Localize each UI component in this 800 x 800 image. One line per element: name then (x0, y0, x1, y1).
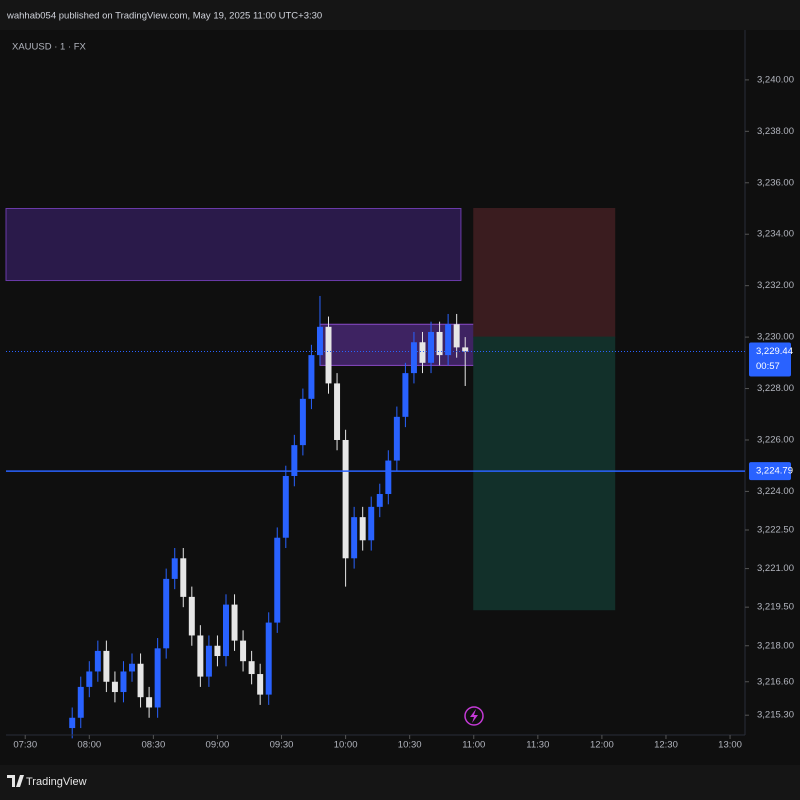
candle-body (334, 383, 341, 440)
x-tick-label: 09:30 (270, 740, 294, 751)
y-tick-label: 3,216.60 (757, 676, 794, 687)
candle-body (94, 650, 101, 672)
icon-circle (464, 706, 484, 726)
y-tick-label: 3,230.00 (757, 332, 794, 343)
candle-body (188, 596, 195, 636)
level-label: 3,224.79 (756, 466, 793, 477)
candle-body (240, 640, 247, 662)
last-price-tag (749, 342, 791, 377)
candle-body (205, 645, 212, 677)
y-tick-label: 3,232.00 (757, 280, 794, 291)
candle-body (376, 493, 383, 507)
candle-body (325, 326, 332, 384)
candle-body (299, 398, 306, 446)
candle-body (171, 558, 178, 579)
y-tick-label: 3,236.00 (757, 177, 794, 188)
candle-body (282, 475, 289, 538)
candle-body (180, 558, 187, 597)
candle-body (265, 622, 272, 695)
candle-body (316, 326, 323, 356)
y-tick-label: 3,221.00 (757, 563, 794, 574)
header-bar (0, 0, 800, 30)
y-tick-label: 3,234.00 (757, 229, 794, 240)
zone (473, 208, 616, 338)
candle-body (69, 717, 76, 729)
candle-body (393, 416, 400, 461)
candle-body (257, 674, 264, 695)
symbol-label: XAUUSD · 1 · FX (12, 42, 87, 53)
candle-body (428, 331, 435, 363)
candle-body (231, 604, 238, 641)
x-tick-label: 12:30 (654, 740, 678, 751)
zones (5, 208, 616, 611)
candle-body (223, 604, 229, 657)
candle-body (137, 663, 144, 698)
candle-body (103, 650, 110, 682)
countdown-label: 00:57 (756, 361, 780, 372)
candle-body (385, 460, 392, 494)
candle-body (129, 663, 136, 672)
candle-body (111, 681, 118, 693)
candle-body (146, 697, 153, 708)
x-tick-label: 11:00 (462, 740, 485, 751)
y-tick-label: 3,238.00 (757, 126, 794, 137)
candle-body (86, 671, 93, 687)
candle-body (154, 648, 161, 708)
footer-bar (0, 765, 800, 800)
candle-body (274, 537, 281, 623)
candle-body (351, 517, 358, 559)
x-tick-label: 10:30 (398, 740, 422, 751)
candle-body (445, 324, 452, 356)
lightning-icon[interactable] (464, 706, 484, 726)
y-tick-label: 3,240.00 (757, 74, 794, 85)
candle-body (462, 347, 469, 352)
candle-body (410, 342, 417, 374)
level-tag (749, 462, 791, 481)
candle-body (120, 671, 127, 693)
icon-bolt (470, 709, 478, 723)
candle-body (77, 686, 84, 718)
candle-body (359, 517, 366, 541)
y-tick-label: 3,226.00 (757, 435, 794, 446)
footer-brand: TradingView (26, 776, 87, 788)
candles (69, 295, 469, 739)
candle-body (436, 331, 443, 356)
candle-body (453, 324, 460, 348)
y-tick-label: 3,219.50 (757, 602, 794, 613)
footer-logo (7, 775, 24, 787)
x-tick-label: 12:00 (590, 740, 614, 751)
y-tick-label: 3,228.00 (757, 383, 794, 394)
x-tick-label: 10:00 (334, 740, 358, 751)
zone (473, 336, 616, 611)
x-tick-label: 11:30 (526, 740, 549, 751)
x-tick-label: 08:00 (77, 740, 101, 751)
candle-body (308, 355, 315, 399)
header-text: wahhab054 published on TradingView.com, … (6, 11, 322, 22)
y-tick-label: 3,222.50 (757, 525, 794, 536)
last-price-label: 3,229.44 (756, 346, 793, 357)
candle-body (197, 635, 204, 677)
candle-body (163, 578, 170, 649)
x-tick-label: 13:00 (718, 740, 742, 751)
candle-body (368, 506, 375, 541)
candle-body (291, 445, 298, 476)
candle-body (214, 645, 221, 657)
zone (5, 208, 462, 282)
candle-body (342, 439, 349, 559)
chart-area (6, 30, 745, 735)
y-tick-label: 3,218.00 (757, 640, 794, 651)
y-tick-label: 3,224.00 (757, 486, 794, 497)
candle-body (419, 342, 426, 363)
candle-body (248, 661, 255, 675)
x-tick-label: 07:30 (13, 740, 37, 751)
x-tick-label: 08:30 (141, 740, 165, 751)
y-tick-label: 3,215.30 (757, 710, 794, 721)
candle-body (402, 373, 409, 417)
x-tick-label: 09:00 (206, 740, 230, 751)
